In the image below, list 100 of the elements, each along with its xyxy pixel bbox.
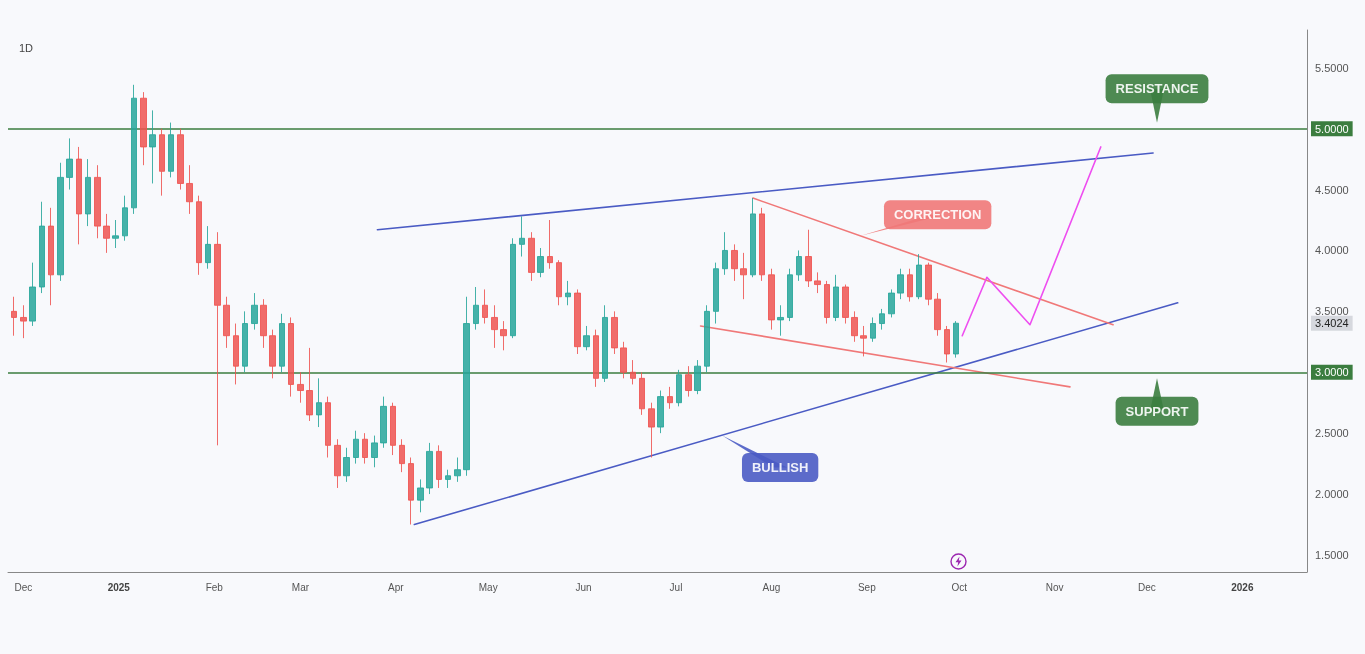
candlestick xyxy=(750,197,756,278)
candlestick xyxy=(94,164,101,239)
candlestick xyxy=(556,259,562,306)
candlestick xyxy=(916,253,922,300)
y-tick-label: 4.5000 xyxy=(1315,183,1349,196)
x-tick-label: Dec xyxy=(14,581,33,593)
candlestick xyxy=(842,284,849,325)
candlestick xyxy=(463,296,470,477)
y-tick-label: 2.5000 xyxy=(1315,427,1349,440)
candlestick xyxy=(740,252,747,300)
candlestick xyxy=(731,243,738,282)
candlestick xyxy=(131,84,137,215)
candlestick xyxy=(602,304,608,383)
y-tick-label: 2.0000 xyxy=(1315,488,1349,501)
x-tick-label: Jun xyxy=(575,581,592,593)
candlestick xyxy=(260,298,267,349)
x-tick-label: Dec xyxy=(1138,581,1156,593)
candlestick xyxy=(316,377,322,428)
candlestick xyxy=(168,122,174,178)
candlestick xyxy=(66,137,73,191)
candlestick xyxy=(897,268,904,300)
candlestick xyxy=(186,164,193,215)
x-tick-label: Sep xyxy=(857,581,877,593)
candlestick xyxy=(611,310,618,355)
candlestick xyxy=(473,286,479,331)
candlestick xyxy=(547,219,553,270)
candlestick xyxy=(934,292,941,337)
candlestick xyxy=(251,292,258,331)
candlestick xyxy=(390,402,396,456)
candlestick xyxy=(205,225,211,270)
candlestick xyxy=(713,262,719,325)
candlestick xyxy=(537,247,544,278)
x-tick-label: Apr xyxy=(388,581,405,593)
y-tick-label: 3.4024 xyxy=(1315,317,1349,330)
candlestick xyxy=(704,304,710,373)
candlestick xyxy=(11,296,17,337)
candlestick xyxy=(759,207,765,282)
candlestick xyxy=(214,231,221,446)
candlestick xyxy=(362,432,368,465)
x-tick-label: Nov xyxy=(1045,581,1064,593)
candlestick xyxy=(657,390,664,434)
candlestick xyxy=(233,323,239,385)
candlestick xyxy=(177,128,184,191)
candlestick xyxy=(29,262,36,327)
candlestick xyxy=(269,329,276,379)
candlestick xyxy=(583,325,590,351)
candlestick xyxy=(279,313,285,373)
candlestick xyxy=(593,329,599,388)
candlestick xyxy=(334,438,341,489)
candlestick xyxy=(122,195,128,242)
x-tick-label: 2026 xyxy=(1231,581,1254,593)
candlestick xyxy=(48,207,54,306)
candlestick xyxy=(953,320,959,359)
candlestick xyxy=(297,371,304,404)
candlestick xyxy=(223,296,230,349)
y-tick-label: 5.0000 xyxy=(1315,122,1349,135)
candlestick xyxy=(325,396,331,459)
candlestick xyxy=(860,325,867,357)
candlestick xyxy=(510,237,516,339)
candlestick xyxy=(805,229,812,288)
candlestick xyxy=(768,268,775,331)
candlestick xyxy=(445,469,451,489)
candlestick xyxy=(944,325,950,364)
x-tick-label: Mar xyxy=(291,581,310,593)
candlestick xyxy=(454,457,461,483)
candlestick xyxy=(57,162,64,282)
candlestick xyxy=(343,447,350,483)
candlestick xyxy=(399,438,405,473)
x-tick-label: Feb xyxy=(205,581,224,593)
candlestick xyxy=(796,249,802,282)
y-tick-label: 3.5000 xyxy=(1315,305,1349,318)
candlestick xyxy=(306,347,313,422)
y-tick-label: 1.5000 xyxy=(1315,548,1349,561)
candlestick xyxy=(159,128,165,197)
candlestick xyxy=(888,288,895,318)
candlestick xyxy=(907,268,913,303)
x-tick-label: Oct xyxy=(951,581,968,593)
candlestick xyxy=(676,369,682,407)
candlestick xyxy=(140,91,147,166)
candlestick xyxy=(851,310,858,343)
text: 1D xyxy=(19,41,34,54)
candlestick xyxy=(482,288,488,325)
candlestick xyxy=(20,304,27,339)
candlestick xyxy=(85,158,91,227)
candlestick xyxy=(685,365,692,398)
candlestick xyxy=(288,316,294,398)
candlestick xyxy=(436,444,442,489)
candlestick xyxy=(353,430,359,465)
candlestick xyxy=(620,341,627,379)
candlestick xyxy=(777,304,784,337)
annotation: BULLISH xyxy=(751,460,809,476)
candlestick xyxy=(103,213,110,254)
y-tick-label: 3.0000 xyxy=(1315,366,1349,379)
ref-line-label: RESISTANCE xyxy=(1115,81,1199,97)
candlestick xyxy=(814,271,821,294)
candlestick xyxy=(722,231,728,276)
x-tick-label: Jul xyxy=(669,581,683,593)
annotation: CORRECTION xyxy=(893,207,982,223)
candlestick xyxy=(630,359,636,385)
candlestick xyxy=(925,262,932,306)
